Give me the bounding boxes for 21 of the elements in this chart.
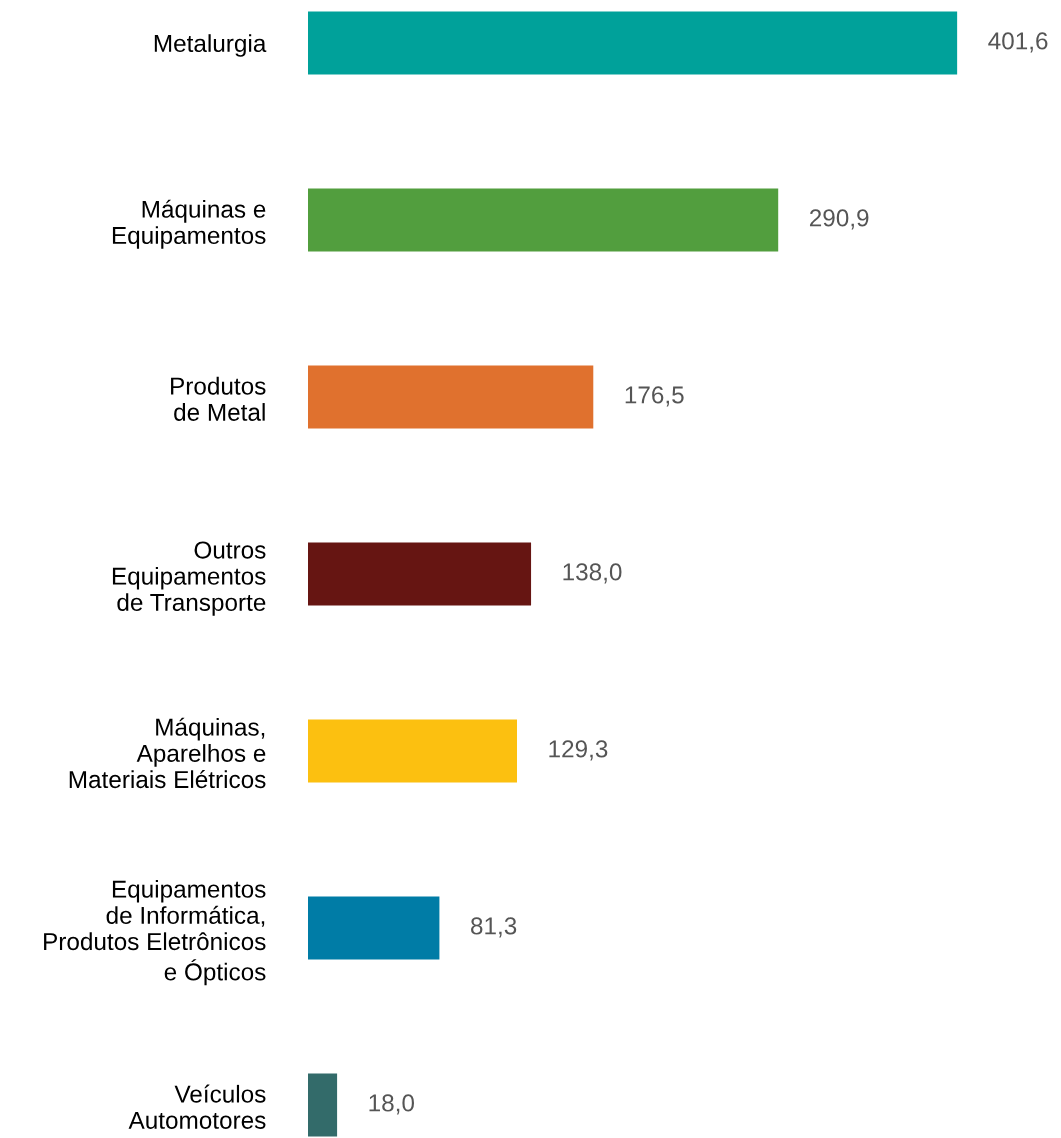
bar	[308, 542, 532, 606]
data-label: 18,0	[369, 1094, 415, 1115]
bar	[308, 188, 779, 252]
bar	[308, 1073, 338, 1137]
y-tick-label: Veículos Automotores	[128, 1084, 266, 1129]
bar	[308, 719, 517, 783]
data-label: 138,0	[563, 563, 622, 584]
bar	[308, 896, 440, 960]
data-label: 81,3	[471, 917, 517, 938]
y-tick-label: Equipamentos de Informática, Produtos Eletrônicos e Ópticos	[44, 879, 266, 986]
y-tick-label: Outros Equipamentos de Transporte	[112, 541, 266, 616]
data-label: 129,3	[549, 740, 608, 761]
y-tick-label: Produtos de Metal	[171, 376, 266, 421]
y-tick-label: Metalurgia	[154, 34, 267, 57]
data-label: 290,9	[809, 209, 869, 230]
y-tick-label: Máquinas, Aparelhos e Materiais Elétricos	[69, 717, 266, 789]
data-label: 401,6	[988, 32, 1048, 53]
data-label: 176,5	[625, 386, 684, 407]
y-tick-label: Máquinas e Equipamentos	[112, 199, 266, 249]
bar	[308, 11, 958, 75]
bar	[308, 365, 594, 429]
